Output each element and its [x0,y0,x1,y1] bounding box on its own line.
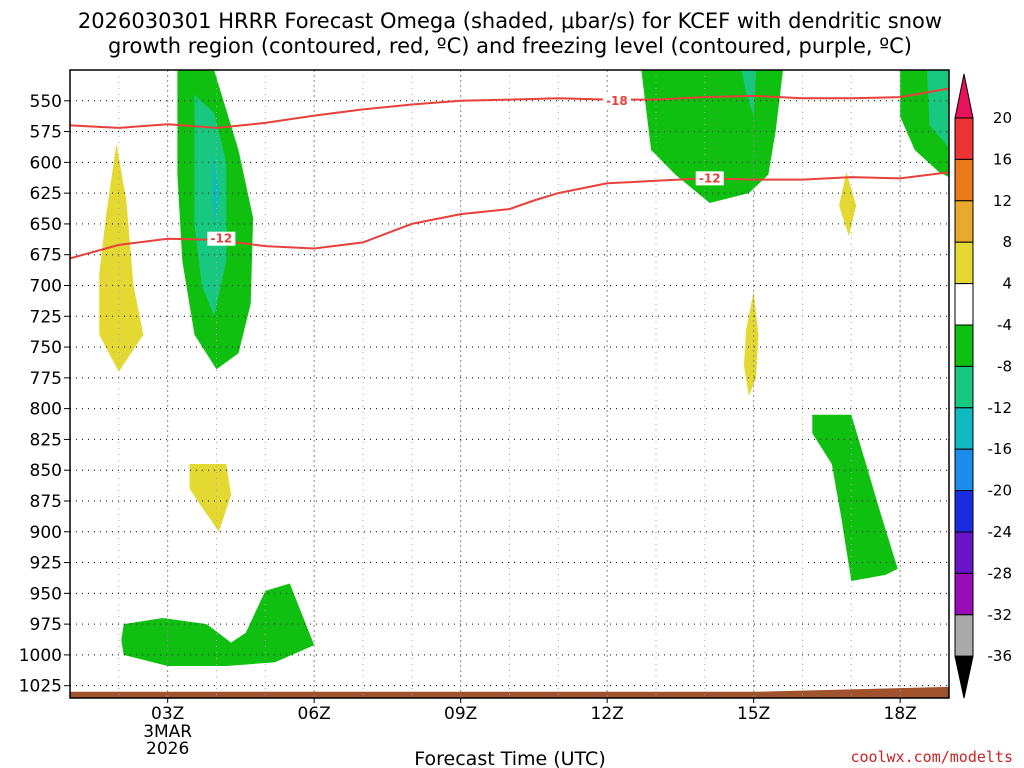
y-tick-label-800: 800 [30,400,62,420]
omega-region-13 [812,414,898,581]
colorbar-bin-3 [954,200,974,243]
x-tick-label-09Z: 09Z [444,704,477,724]
colorbar-bin-1 [954,117,974,160]
colorbar-label-2: 16 [993,150,1012,168]
colorbar-label-3: 12 [993,192,1012,210]
y-tick-label-750: 750 [30,338,62,358]
colorbar-bottom-triangle [954,655,974,699]
omega-region-5 [189,464,232,532]
colorbar-label-7: -8 [997,357,1012,375]
omega-region-9 [839,172,857,237]
colorbar-label-4: 8 [1002,233,1012,251]
y-tick-label-925: 925 [30,554,62,574]
y-axis-ticks: 550 575 600 625 650 675 700 725 750 775 800 825 850 8… [19,92,70,697]
colorbar-bin-9 [954,448,974,492]
colorbar-label-13: -32 [988,606,1013,624]
colorbar-label-8: -12 [988,399,1013,417]
grid-lines [70,70,949,698]
y-tick-label-650: 650 [30,215,62,235]
y-tick-label-825: 825 [30,430,62,450]
y-tick-label-775: 775 [30,369,62,389]
y-tick-label-1000: 1000 [19,646,62,666]
contour-label-bg-3 [207,231,236,246]
x-axis-label: Forecast Time (UTC) [414,748,605,768]
omega-region-6 [121,583,315,666]
omega-region-8 [741,70,757,116]
colorbar-label-14: -36 [988,647,1013,665]
colorbar-bin-4 [954,241,974,285]
colorbar-label-1: 20 [993,109,1012,127]
colorbar-bin-10 [954,490,974,533]
y-tick-label-600: 600 [30,153,62,173]
y-tick-label-725: 725 [30,307,62,327]
title-line-2: growth region (contoured, red, ºC) and f… [108,34,912,58]
colorbar-label-12: -28 [988,564,1013,582]
colorbar-label-5: 4 [1002,275,1012,293]
colorbar-label-6: -4 [997,316,1012,334]
colorbar-bin-7 [954,365,974,409]
colorbar-bin-12 [954,572,974,616]
x-tick-sublabel-1: 3MAR [143,722,192,742]
colorbar-bin-13 [954,614,974,657]
contour-label-1: -18 [606,94,628,108]
y-tick-label-1025: 1025 [19,677,62,697]
x-tick-label-12Z: 12Z [591,704,624,724]
omega-region-3 [194,94,227,317]
y-tick-label-900: 900 [30,523,62,543]
colorbar-label-10: -20 [988,482,1013,500]
credit-text: coolwx.com/modelts [850,748,1013,766]
x-tick-label-15Z: 15Z [737,704,770,724]
contour-label-2: -12 [699,171,721,185]
omega-region-4 [211,150,219,231]
title-line-1: 2026030301 HRRR Forecast Omega (shaded, … [78,9,942,33]
contour-line-1 [70,87,949,129]
y-tick-label-700: 700 [30,276,62,296]
x-tick-label-18Z: 18Z [884,704,917,724]
plot-frame [69,69,950,699]
contour-labels: -18 -12 -12 [207,93,724,246]
colorbar-bin-8 [954,407,974,450]
y-tick-label-850: 850 [30,461,62,481]
contour-label-bg-2 [695,171,724,186]
shaded-omega-regions [70,70,949,698]
colorbar-bin-6 [954,324,974,367]
y-tick-label-950: 950 [30,584,62,604]
colorbar-label-9: -16 [988,440,1013,458]
omega-region-1 [99,143,144,372]
colorbar-bin-5 [954,283,974,326]
y-tick-label-875: 875 [30,492,62,512]
colorbar: 20 16 12 8 4 -4 -8 -12 -16 -20 -24 -28 -32 -36 [954,73,1013,699]
y-tick-label-550: 550 [30,92,62,112]
y-tick-label-625: 625 [30,184,62,204]
x-tick-label-03Z: 03Z [151,704,184,724]
y-tick-label-975: 975 [30,615,62,635]
contour-label-3: -12 [211,232,233,246]
contour-label-bg-1 [602,93,631,108]
y-tick-label-575: 575 [30,123,62,143]
y-tick-label-675: 675 [30,246,62,266]
x-tick-sublabel-2: 2026 [146,739,189,759]
colorbar-bin-2 [954,158,974,202]
colorbar-bin-11 [954,531,974,574]
omega-region-10 [743,291,759,397]
omega-region-7 [641,70,783,203]
x-tick-label-06Z: 06Z [298,704,331,724]
colorbar-label-11: -24 [988,523,1013,541]
chart-title: 2026030301 HRRR Forecast Omega (shaded, … [78,9,942,58]
ground-surface [70,686,949,698]
